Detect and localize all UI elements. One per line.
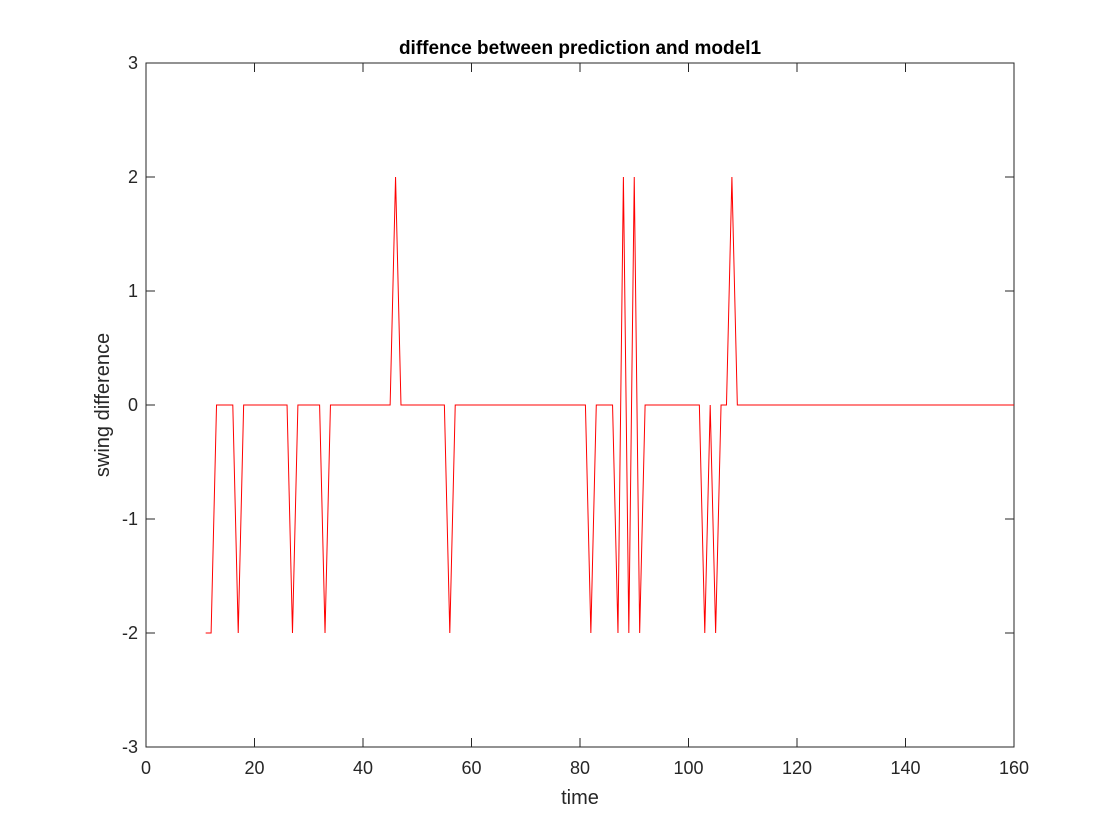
x-tick-label: 40 <box>353 758 373 778</box>
x-axis-label: time <box>561 787 599 809</box>
y-tick-label: 1 <box>128 281 138 301</box>
x-axis: 0 20 40 60 80 100 120 140 160 <box>141 63 1029 778</box>
y-tick-label: 0 <box>128 395 138 415</box>
y-tick-label: 2 <box>128 167 138 187</box>
x-tick-label: 80 <box>570 758 590 778</box>
chart-title: diffence between prediction and model1 <box>399 38 762 59</box>
x-tick-label: 120 <box>782 758 812 778</box>
y-axis-label: swing difference <box>92 333 114 477</box>
x-tick-label: 100 <box>673 758 703 778</box>
series-line <box>205 176 1014 634</box>
x-tick-label: 160 <box>999 758 1029 778</box>
y-axis: -3 -2 -1 0 1 2 3 <box>122 53 1014 757</box>
y-tick-label: -2 <box>122 623 138 643</box>
y-tick-label: -3 <box>122 737 138 757</box>
x-tick-label: 0 <box>141 758 151 778</box>
y-tick-label: -1 <box>122 509 138 529</box>
x-tick-label: 60 <box>461 758 481 778</box>
x-tick-label: 140 <box>890 758 920 778</box>
x-tick-label: 20 <box>244 758 264 778</box>
y-tick-label: 3 <box>128 53 138 73</box>
